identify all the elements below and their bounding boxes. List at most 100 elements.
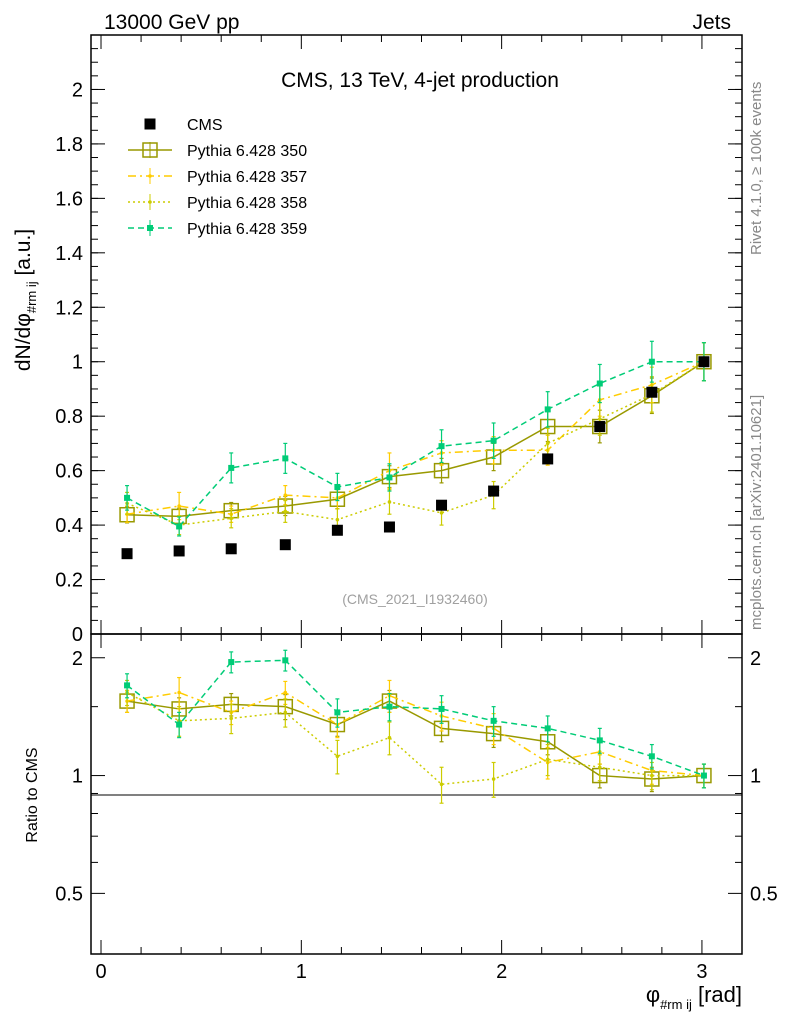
ratio-point [283,690,288,695]
legend-entry-1: Pythia 6.428 350 [128,142,307,160]
legend-marker [142,142,158,158]
ratio-point [335,754,340,759]
ratio-y-tick-label: 2 [72,648,83,670]
main-point [545,441,550,446]
main-series-line [126,360,704,528]
ratio-point [387,735,392,740]
ratio-y-tick-label: 1 [72,766,83,788]
header-left: 13000 GeV pp [104,11,239,34]
legend-entry-3: Pythia 6.428 358 [128,194,307,212]
main-series-4 [124,340,707,537]
main-series-2 [125,342,706,523]
legend-entry-2: Pythia 6.428 357 [128,168,307,186]
main-panel: CMS, 13 TeV, 4-jet production (CMS_2021_… [55,34,743,646]
legend-label: Pythia 6.428 359 [187,221,307,238]
main-point [173,545,185,557]
main-point [229,516,234,521]
main-point [439,511,444,515]
ratio-y-axis-label: Ratio to CMS [24,747,41,842]
ratio-series-2 [125,676,706,789]
main-point [386,474,393,481]
ratio-y-tick-label: 0.5 [55,883,83,905]
main-point [698,356,710,368]
legend-marker [147,225,153,231]
main-point [646,386,658,398]
ratio-series-line [126,691,704,786]
main-point [436,499,448,511]
main-series-line [126,361,705,515]
legend-label: CMS [187,117,223,134]
main-series-0 [121,356,710,560]
ratio-point [386,703,393,710]
ratio-y-ticks: 0.5 0.5 1 1 2 2 [55,648,778,906]
main-point [648,358,655,365]
ratio-point [438,705,445,712]
ratio-series [119,649,712,804]
ratio-point [229,716,234,721]
main-point [596,380,603,387]
header-right: Jets [692,11,731,34]
legend-entry-4: Pythia 6.428 359 [128,220,307,238]
legend-label: Pythia 6.428 357 [187,169,307,186]
main-series-1 [119,342,712,526]
x-axis-label: φ#rm ij [rad] [646,982,742,1012]
main-series [119,340,712,560]
y-tick-label: 1.6 [55,188,83,210]
watermark: (CMS_2021_I1932460) [342,591,488,607]
ratio-series-4 [124,649,707,789]
main-point [225,543,237,555]
ratio-point [596,737,603,744]
legend-marker [148,174,152,178]
chart-title: CMS, 13 TeV, 4-jet production [281,69,559,92]
ratio-point [282,657,289,664]
main-point [488,485,500,497]
main-series-line [126,361,705,526]
y-tick-label: 0.4 [55,515,83,537]
main-series-line [127,361,705,518]
y-axis-label: dN/dφ#rm ij [a.u.] [12,229,39,371]
ratio-point [334,709,341,716]
main-point [594,421,606,433]
x-tick-label: 3 [696,961,707,983]
x-tick-label: 2 [496,961,507,983]
ratio-frame [90,633,743,955]
legend-label: Pythia 6.428 350 [187,143,307,160]
x-tick-label: 1 [296,961,307,983]
main-point [490,437,497,444]
main-point [283,493,288,497]
main-point [121,548,133,560]
ratio-point [177,690,181,695]
y-tick-label: 0.2 [55,570,83,592]
legend-label: Pythia 6.428 358 [187,195,307,212]
main-x-ticks [100,35,703,634]
ratio-point [283,710,288,715]
legend-marker [148,200,152,204]
legend: CMS Pythia 6.428 350 Pythia 6.428 357 Pythi… [128,117,307,238]
main-point [335,517,340,522]
x-tick-label: 0 [95,961,106,983]
main-point [544,406,551,413]
main-point [334,483,341,490]
ratio-y-tick-label-right: 2 [750,648,761,670]
main-point [387,500,392,504]
main-point [176,523,183,530]
main-series-3 [125,342,706,536]
ratio-series-line [126,691,705,777]
main-point [283,509,288,514]
legend-entry-0: CMS [144,117,223,134]
ratio-panel: 0.5 0.5 1 1 2 2 0 1 2 3 [55,633,778,983]
ratio-point [228,659,235,666]
y-tick-label: 0 [72,624,83,646]
ratio-y-tick-label-right: 0.5 [750,883,778,905]
y-tick-label: 1.2 [55,297,83,319]
ratio-point [491,777,496,781]
rivet-label: Rivet 4.1.0, ≥ 100k events [748,82,765,255]
main-point [383,521,395,533]
main-point [124,494,131,501]
ratio-point [545,757,550,762]
main-point [282,455,289,462]
y-tick-label: 0.6 [55,461,83,483]
ratio-x-ticks: 0 1 2 3 [95,634,708,983]
ratio-series-line [126,659,705,777]
